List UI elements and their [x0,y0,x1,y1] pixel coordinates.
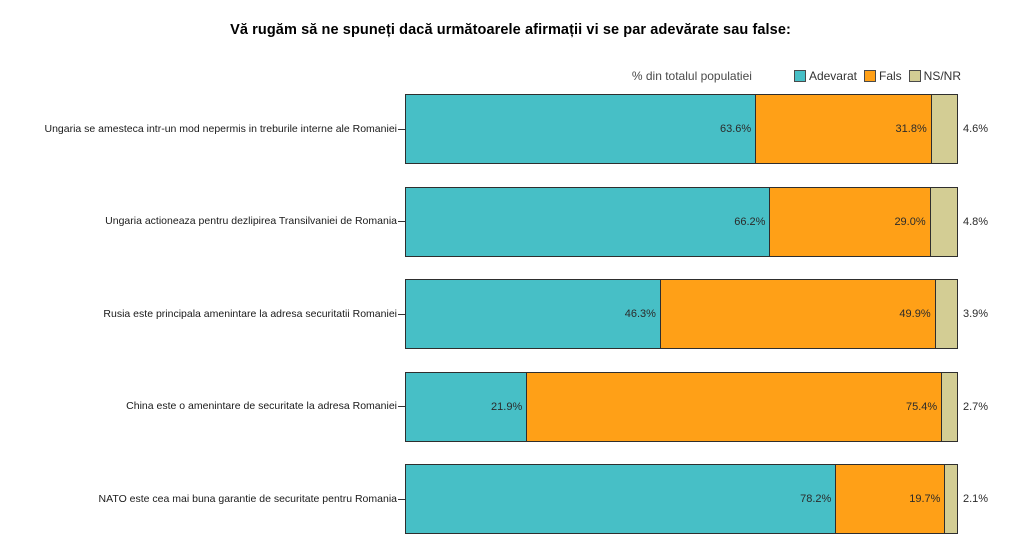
value-label: 66.2% [734,215,766,228]
category-label: Ungaria actioneaza pentru dezlipirea Tra… [105,215,397,228]
stacked-bar: 63.6% 31.8% 4.6% [405,94,988,164]
segment-ns-nr [930,95,957,163]
segment-adevarat: 21.9% [406,372,527,441]
value-label: 4.8% [963,215,989,228]
axis-subtitle: % din totalul populatiei [631,69,752,83]
legend-item-label: Adevarat [808,69,857,83]
segment-fals: 75.4% [526,372,942,441]
segment-adevarat: 46.3% [406,280,660,348]
category-label: Rusia este principala amenintare la adre… [103,307,397,320]
category-label: Ungaria se amesteca intr-un mod nepermis… [44,122,397,135]
stacked-bar: 46.3% 49.9% 3.9% [405,279,988,349]
legend-item: Adevarat [793,69,857,83]
stacked-bar: 78.2% 19.7% 2.1% [405,464,988,534]
value-label: 3.9% [963,308,989,320]
segment-ns-nr [941,372,958,441]
segment-adevarat: 63.6% [406,95,756,163]
chart-title: Vă rugăm să ne spuneți dacă următoarele … [230,22,791,38]
segment-adevarat: 66.2% [406,187,770,256]
axis-tick [398,406,405,407]
value-label: 75.4% [905,400,938,413]
value-label: 63.6% [719,123,752,135]
value-label: 19.7% [909,493,941,505]
axis-tick [398,128,405,130]
axis-tick [398,498,405,500]
value-label: 49.9% [899,308,931,320]
legend-item-label: NS/NR [923,69,961,83]
value-label: 46.3% [624,308,656,320]
bar-row: Ungaria actioneaza pentru dezlipirea Tra… [0,186,1021,257]
value-label: 78.2% [800,493,832,505]
axis-tick [398,221,405,222]
axis-tick [398,313,405,315]
bar-row: China este o amenintare de securitate la… [0,371,1021,442]
bar-rows: Ungaria se amesteca intr-un mod nepermis… [0,94,1021,557]
legend-item: Fals [863,69,902,83]
segment-ns-nr [929,187,957,256]
segment-ns-nr [944,465,957,533]
value-label: 2.1% [963,493,989,505]
stacked-bar: 66.2% 29.0% 4.8% [405,186,988,257]
value-label: 4.6% [963,123,989,135]
value-label: 29.0% [894,215,926,228]
value-label: 21.9% [491,400,523,413]
bar-row: Rusia este principala amenintare la adre… [0,279,1021,349]
value-label: 31.8% [895,123,927,135]
bar-row: Ungaria se amesteca intr-un mod nepermis… [0,94,1021,164]
category-label: NATO este cea mai buna garantie de secur… [98,492,397,505]
segment-adevarat: 78.2% [406,465,836,533]
value-label: 2.7% [963,400,989,413]
segment-fals: 29.0% [769,187,930,256]
segment-fals: 49.9% [659,280,935,348]
legend-item: NS/NR [908,69,961,83]
legend-swatch-icon [908,70,921,82]
bar-row: NATO este cea mai buna garantie de secur… [0,464,1021,534]
segment-fals: 31.8% [755,95,931,163]
chart-meta-row: % din totalul populatiei Adevarat Fals N… [405,66,961,86]
legend-swatch-icon [793,70,806,82]
legend-swatch-icon [863,70,876,82]
category-label: China este o amenintare de securitate la… [126,400,397,413]
segment-ns-nr [934,280,957,348]
legend: Adevarat Fals NS/NR [793,69,961,83]
segment-fals: 19.7% [835,465,945,533]
stacked-bar: 21.9% 75.4% 2.7% [405,371,988,442]
legend-item-label: Fals [878,69,902,83]
